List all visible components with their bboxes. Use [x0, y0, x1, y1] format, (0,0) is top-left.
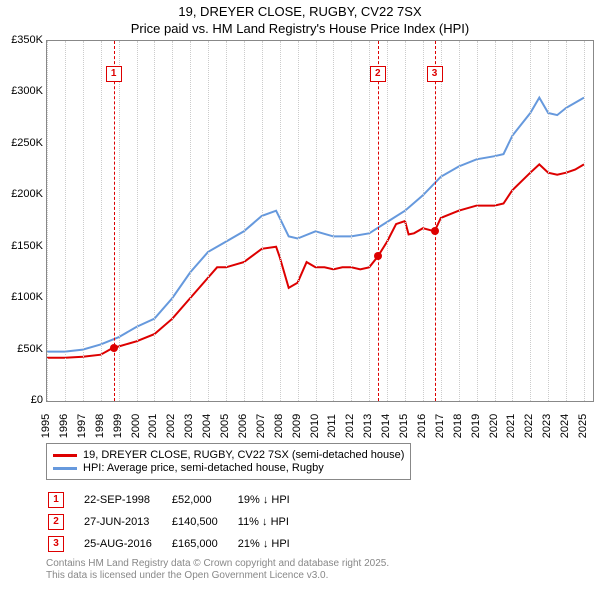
chart-legend: 19, DREYER CLOSE, RUGBY, CV22 7SX (semi-… [46, 443, 411, 480]
event-diff: 11% ↓ HPI [238, 512, 308, 532]
x-tick-label: 2005 [219, 414, 231, 438]
events-table: 1 22-SEP-1998£52,00019% ↓ HPI 2 27-JUN-2013… [46, 488, 310, 556]
y-tick-label: £200K [11, 188, 43, 200]
event-row: 3 25-AUG-2016£165,00021% ↓ HPI [48, 534, 308, 554]
event-marker-3: 3 [427, 66, 443, 82]
y-tick-label: £150K [11, 240, 43, 252]
y-tick-label: £100K [11, 291, 43, 303]
x-tick-label: 2016 [416, 414, 428, 438]
event-price: £165,000 [172, 534, 236, 554]
x-tick-label: 2021 [506, 414, 518, 438]
event-date: 22-SEP-1998 [84, 490, 170, 510]
x-tick-label: 2023 [541, 414, 553, 438]
event-marker-1: 1 [106, 66, 122, 82]
legend-item-hpi: HPI: Average price, semi-detached house,… [53, 462, 404, 474]
event-line-3 [435, 41, 436, 401]
x-tick-label: 2020 [488, 414, 500, 438]
event-row: 1 22-SEP-1998£52,00019% ↓ HPI [48, 490, 308, 510]
x-tick-label: 2006 [237, 414, 249, 438]
x-tick-label: 2025 [577, 414, 589, 438]
x-tick-label: 1996 [58, 414, 70, 438]
legend-label-price: 19, DREYER CLOSE, RUGBY, CV22 7SX (semi-… [83, 449, 404, 461]
x-tick-label: 2002 [166, 414, 178, 438]
x-tick-label: 2000 [130, 414, 142, 438]
x-tick-label: 2008 [273, 414, 285, 438]
x-tick-label: 1995 [40, 414, 52, 438]
event-date: 25-AUG-2016 [84, 534, 170, 554]
y-tick-label: £300K [11, 85, 43, 97]
x-tick-label: 2019 [470, 414, 482, 438]
y-tick-label: £50K [17, 343, 43, 355]
event-line-2 [378, 41, 379, 401]
x-tick-label: 2011 [326, 414, 338, 438]
x-tick-label: 1998 [94, 414, 106, 438]
chart-title-line1: 19, DREYER CLOSE, RUGBY, CV22 7SX [0, 4, 600, 21]
event-row: 2 27-JUN-2013£140,50011% ↓ HPI [48, 512, 308, 532]
x-tick-label: 2015 [398, 414, 410, 438]
event-marker-2: 2 [370, 66, 386, 82]
event-dot-1 [110, 344, 118, 352]
x-tick-label: 1999 [112, 414, 124, 438]
event-id-box: 1 [48, 492, 64, 508]
legend-item-price: 19, DREYER CLOSE, RUGBY, CV22 7SX (semi-… [53, 449, 404, 461]
x-tick-label: 2007 [255, 414, 267, 438]
chart-plot-area: 1 2 3 [46, 40, 594, 402]
x-tick-label: 2024 [559, 414, 571, 438]
event-price: £140,500 [172, 512, 236, 532]
y-tick-label: £250K [11, 137, 43, 149]
x-tick-label: 2001 [148, 414, 160, 438]
x-tick-label: 2022 [524, 414, 536, 438]
legend-label-hpi: HPI: Average price, semi-detached house,… [83, 462, 324, 474]
footnote-line2: This data is licensed under the Open Gov… [46, 570, 389, 582]
x-tick-label: 1997 [76, 414, 88, 438]
event-dot-2 [374, 252, 382, 260]
footnote-line1: Contains HM Land Registry data © Crown c… [46, 558, 389, 570]
event-id-box: 3 [48, 536, 64, 552]
x-tick-label: 2018 [452, 414, 464, 438]
event-id-box: 2 [48, 514, 64, 530]
x-tick-label: 2009 [291, 414, 303, 438]
event-date: 27-JUN-2013 [84, 512, 170, 532]
chart-title-line2: Price paid vs. HM Land Registry's House … [0, 21, 600, 38]
x-tick-label: 2004 [201, 414, 213, 438]
y-tick-label: £0 [31, 394, 43, 406]
x-tick-label: 2003 [183, 414, 195, 438]
footnote: Contains HM Land Registry data © Crown c… [46, 558, 389, 582]
x-tick-label: 2014 [380, 414, 392, 438]
x-tick-label: 2012 [345, 414, 357, 438]
x-tick-label: 2010 [309, 414, 321, 438]
x-tick-label: 2013 [362, 414, 374, 438]
y-tick-label: £350K [11, 34, 43, 46]
event-price: £52,000 [172, 490, 236, 510]
event-diff: 21% ↓ HPI [238, 534, 308, 554]
event-dot-3 [431, 227, 439, 235]
event-diff: 19% ↓ HPI [238, 490, 308, 510]
x-tick-label: 2017 [434, 414, 446, 438]
